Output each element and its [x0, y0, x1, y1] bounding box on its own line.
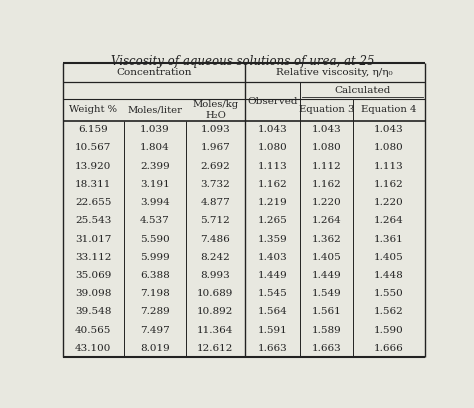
Text: 1.264: 1.264: [374, 216, 404, 225]
Text: 6.159: 6.159: [78, 125, 108, 134]
Text: 3.994: 3.994: [140, 198, 170, 207]
Text: Weight %: Weight %: [69, 105, 117, 114]
Text: 40.565: 40.565: [75, 326, 111, 335]
Text: Observed: Observed: [247, 97, 298, 106]
Text: 1.264: 1.264: [311, 216, 341, 225]
Text: 1.561: 1.561: [311, 307, 341, 317]
Text: 1.112: 1.112: [311, 162, 341, 171]
Text: 8.019: 8.019: [140, 344, 170, 353]
Text: Concentration: Concentration: [116, 68, 191, 77]
Text: 7.486: 7.486: [201, 235, 230, 244]
Text: 25.543: 25.543: [75, 216, 111, 225]
Text: Moles/kg
H₂O: Moles/kg H₂O: [192, 100, 238, 120]
Text: Moles/liter: Moles/liter: [127, 105, 182, 114]
Text: 10.892: 10.892: [197, 307, 234, 317]
Text: 13.920: 13.920: [75, 162, 111, 171]
Text: 1.043: 1.043: [311, 125, 341, 134]
Text: 6.388: 6.388: [140, 271, 170, 280]
Text: 35.069: 35.069: [75, 271, 111, 280]
Text: 1.361: 1.361: [374, 235, 404, 244]
Text: 1.220: 1.220: [374, 198, 404, 207]
Text: 7.497: 7.497: [140, 326, 170, 335]
Text: 10.689: 10.689: [197, 289, 234, 298]
Text: 2.692: 2.692: [201, 162, 230, 171]
Text: 43.100: 43.100: [75, 344, 111, 353]
Text: 1.113: 1.113: [257, 162, 287, 171]
Text: 8.242: 8.242: [201, 253, 230, 262]
Text: 1.080: 1.080: [374, 144, 404, 153]
Text: 1.545: 1.545: [257, 289, 287, 298]
Text: 1.080: 1.080: [311, 144, 341, 153]
Text: 1.220: 1.220: [311, 198, 341, 207]
Text: 1.162: 1.162: [374, 180, 404, 189]
Text: 1.449: 1.449: [257, 271, 287, 280]
Text: 1.403: 1.403: [257, 253, 287, 262]
Text: Calculated: Calculated: [334, 86, 391, 95]
Text: 7.198: 7.198: [140, 289, 170, 298]
Text: 11.364: 11.364: [197, 326, 234, 335]
Text: 1.967: 1.967: [201, 144, 230, 153]
Text: 1.405: 1.405: [374, 253, 404, 262]
Text: Equation 3: Equation 3: [299, 105, 354, 114]
Text: 31.017: 31.017: [75, 235, 111, 244]
Text: 1.562: 1.562: [374, 307, 404, 317]
Text: 18.311: 18.311: [75, 180, 111, 189]
Text: Relative viscosity, η/η₀: Relative viscosity, η/η₀: [276, 68, 393, 77]
Text: 3.732: 3.732: [201, 180, 230, 189]
Text: 1.362: 1.362: [311, 235, 341, 244]
Text: 1.663: 1.663: [257, 344, 287, 353]
Text: 1.589: 1.589: [311, 326, 341, 335]
Text: 39.548: 39.548: [75, 307, 111, 317]
Text: 1.039: 1.039: [140, 125, 170, 134]
Text: 10.567: 10.567: [75, 144, 111, 153]
Text: 1.564: 1.564: [257, 307, 287, 317]
Text: 7.289: 7.289: [140, 307, 170, 317]
Text: 22.655: 22.655: [75, 198, 111, 207]
Text: 8.993: 8.993: [201, 271, 230, 280]
Text: 5.590: 5.590: [140, 235, 170, 244]
Text: 1.219: 1.219: [257, 198, 287, 207]
Text: 1.550: 1.550: [374, 289, 404, 298]
Text: 1.162: 1.162: [311, 180, 341, 189]
Text: 39.098: 39.098: [75, 289, 111, 298]
Text: 1.666: 1.666: [374, 344, 404, 353]
Text: 3.191: 3.191: [140, 180, 170, 189]
Text: 5.712: 5.712: [201, 216, 230, 225]
Text: 1.591: 1.591: [257, 326, 287, 335]
Text: 5.999: 5.999: [140, 253, 170, 262]
Text: 33.112: 33.112: [75, 253, 111, 262]
Text: 1.265: 1.265: [257, 216, 287, 225]
Text: 1.359: 1.359: [257, 235, 287, 244]
Text: 1.080: 1.080: [257, 144, 287, 153]
Text: 1.162: 1.162: [257, 180, 287, 189]
Text: 1.449: 1.449: [311, 271, 341, 280]
Text: 1.590: 1.590: [374, 326, 404, 335]
Text: 4.877: 4.877: [201, 198, 230, 207]
Text: 1.804: 1.804: [140, 144, 170, 153]
Text: 1.663: 1.663: [311, 344, 341, 353]
Text: 1.549: 1.549: [311, 289, 341, 298]
Text: 1.448: 1.448: [374, 271, 404, 280]
Text: 2.399: 2.399: [140, 162, 170, 171]
Text: Viscosity of aqueous solutions of urea, at 25: Viscosity of aqueous solutions of urea, …: [111, 55, 374, 68]
Text: 1.113: 1.113: [374, 162, 404, 171]
Text: Equation 4: Equation 4: [361, 105, 417, 114]
Text: 12.612: 12.612: [197, 344, 234, 353]
Text: 4.537: 4.537: [140, 216, 170, 225]
Text: 1.405: 1.405: [311, 253, 341, 262]
Text: 1.093: 1.093: [201, 125, 230, 134]
Text: 1.043: 1.043: [374, 125, 404, 134]
Text: 1.043: 1.043: [257, 125, 287, 134]
